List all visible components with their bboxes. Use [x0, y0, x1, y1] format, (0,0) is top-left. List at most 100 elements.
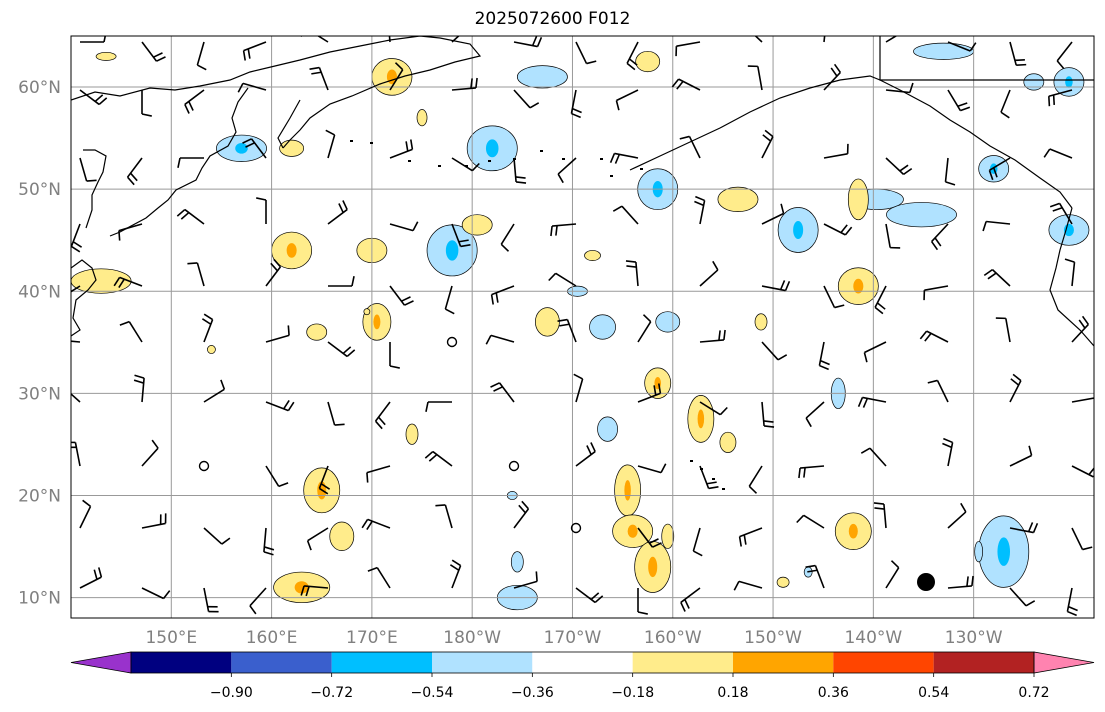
wind-barb: [187, 262, 205, 287]
gridlines: [71, 36, 1094, 618]
colorbar-segment: [733, 652, 834, 673]
wind-barb: [761, 401, 775, 428]
wind-barb: [79, 567, 103, 589]
wind-barb: [885, 157, 913, 176]
wind-barb: [805, 401, 825, 428]
contour-region: [886, 202, 957, 228]
lon-tick-label: 170°E: [346, 628, 398, 648]
contour-core: [624, 480, 631, 501]
wind-barb: [513, 500, 530, 529]
wind-barb: [389, 62, 404, 91]
colorbar-segment: [833, 652, 934, 673]
calm-wind-marker: [570, 522, 582, 534]
contour-region: [847, 178, 869, 221]
contour-core: [997, 537, 1011, 566]
wind-barb: [570, 89, 582, 119]
wind-barb: [513, 89, 540, 109]
wind-barb: [265, 465, 289, 488]
coastline-path: [879, 36, 1094, 81]
wind-barb: [389, 285, 414, 306]
contour-region: [584, 250, 601, 261]
wind-barb: [692, 527, 703, 557]
wind-barb: [1009, 522, 1039, 534]
wind-barb: [513, 36, 543, 48]
wind-barb: [242, 138, 267, 159]
wind-barb: [141, 587, 171, 600]
wind-barb: [680, 587, 701, 612]
contour-region: [597, 416, 618, 442]
wind-barb: [425, 401, 452, 412]
wind-barb: [203, 587, 219, 613]
island: [540, 150, 543, 152]
wind-barb: [761, 203, 785, 225]
colorbar-segment: [131, 652, 232, 673]
island: [488, 160, 491, 162]
coastline-path: [83, 149, 107, 229]
wind-barb: [141, 90, 152, 117]
wind-barb: [671, 78, 701, 91]
colorbar-segment: [331, 652, 432, 673]
lat-tick-label: 50°N: [18, 180, 61, 200]
wind-barb: [748, 465, 763, 494]
contour-core: [286, 243, 297, 258]
wind-barb: [1071, 465, 1094, 478]
coastline: [71, 36, 1094, 490]
wind-barb: [118, 223, 143, 241]
wind-barb: [983, 268, 1011, 287]
wind-barb: [885, 560, 900, 589]
wind-barbs: [71, 36, 1094, 617]
wind-barb: [818, 341, 830, 371]
wind-barb: [615, 89, 639, 111]
wind-barb: [249, 587, 267, 615]
wind-barb: [265, 258, 282, 287]
island: [712, 478, 715, 480]
wind-barb: [923, 285, 949, 301]
wind-barb: [71, 223, 83, 253]
wind-barb: [988, 157, 1011, 181]
contour-core: [627, 524, 638, 538]
wind-barb: [327, 200, 348, 225]
contour-region: [510, 551, 524, 573]
wind-barb: [513, 157, 527, 184]
colorbar-segment: [231, 652, 332, 673]
contour-core: [853, 278, 864, 294]
wind-barb: [242, 41, 267, 61]
wind-barb: [306, 527, 329, 551]
wind-barb: [798, 465, 825, 479]
wind-barb: [361, 518, 391, 531]
wind-barb: [1009, 373, 1022, 403]
contour-core: [235, 143, 248, 154]
map-title: 2025072600 F012: [474, 9, 631, 29]
contour-core: [848, 523, 858, 539]
lat-tick-label: 40°N: [18, 282, 61, 302]
wind-barb: [79, 499, 92, 529]
colorbar-extend-high: [1033, 651, 1095, 674]
wind-barb: [919, 330, 949, 343]
colorbar: −0.90 −0.72 −0.54 −0.36 −0.18 0.18 0.36 0.54 0.7…: [70, 651, 1095, 701]
wind-barb: [177, 157, 204, 168]
coastline-path: [277, 99, 301, 149]
lon-tick-label: 150°E: [145, 628, 197, 648]
wind-barb: [435, 504, 453, 529]
wind-barb: [754, 36, 763, 43]
island: [690, 460, 693, 462]
wind-barb: [196, 41, 207, 71]
wind-barb: [885, 82, 914, 94]
contour-region: [461, 214, 493, 236]
wind-barb: [548, 272, 577, 287]
wind-barb: [1000, 89, 1011, 119]
wind-barb: [113, 276, 143, 289]
wind-barb: [575, 587, 604, 604]
lat-tick-label: 20°N: [18, 486, 61, 506]
wind-barb: [141, 41, 166, 62]
wind-barb: [637, 463, 667, 474]
wind-barb: [79, 89, 108, 106]
wind-barb: [203, 527, 231, 545]
contour-layer: [71, 42, 1090, 611]
wind-barb: [1049, 202, 1073, 225]
island: [562, 158, 565, 160]
contour-region: [719, 431, 737, 453]
wind-barb: [944, 157, 956, 186]
contour-region: [329, 521, 355, 551]
wind-barb: [699, 401, 728, 416]
